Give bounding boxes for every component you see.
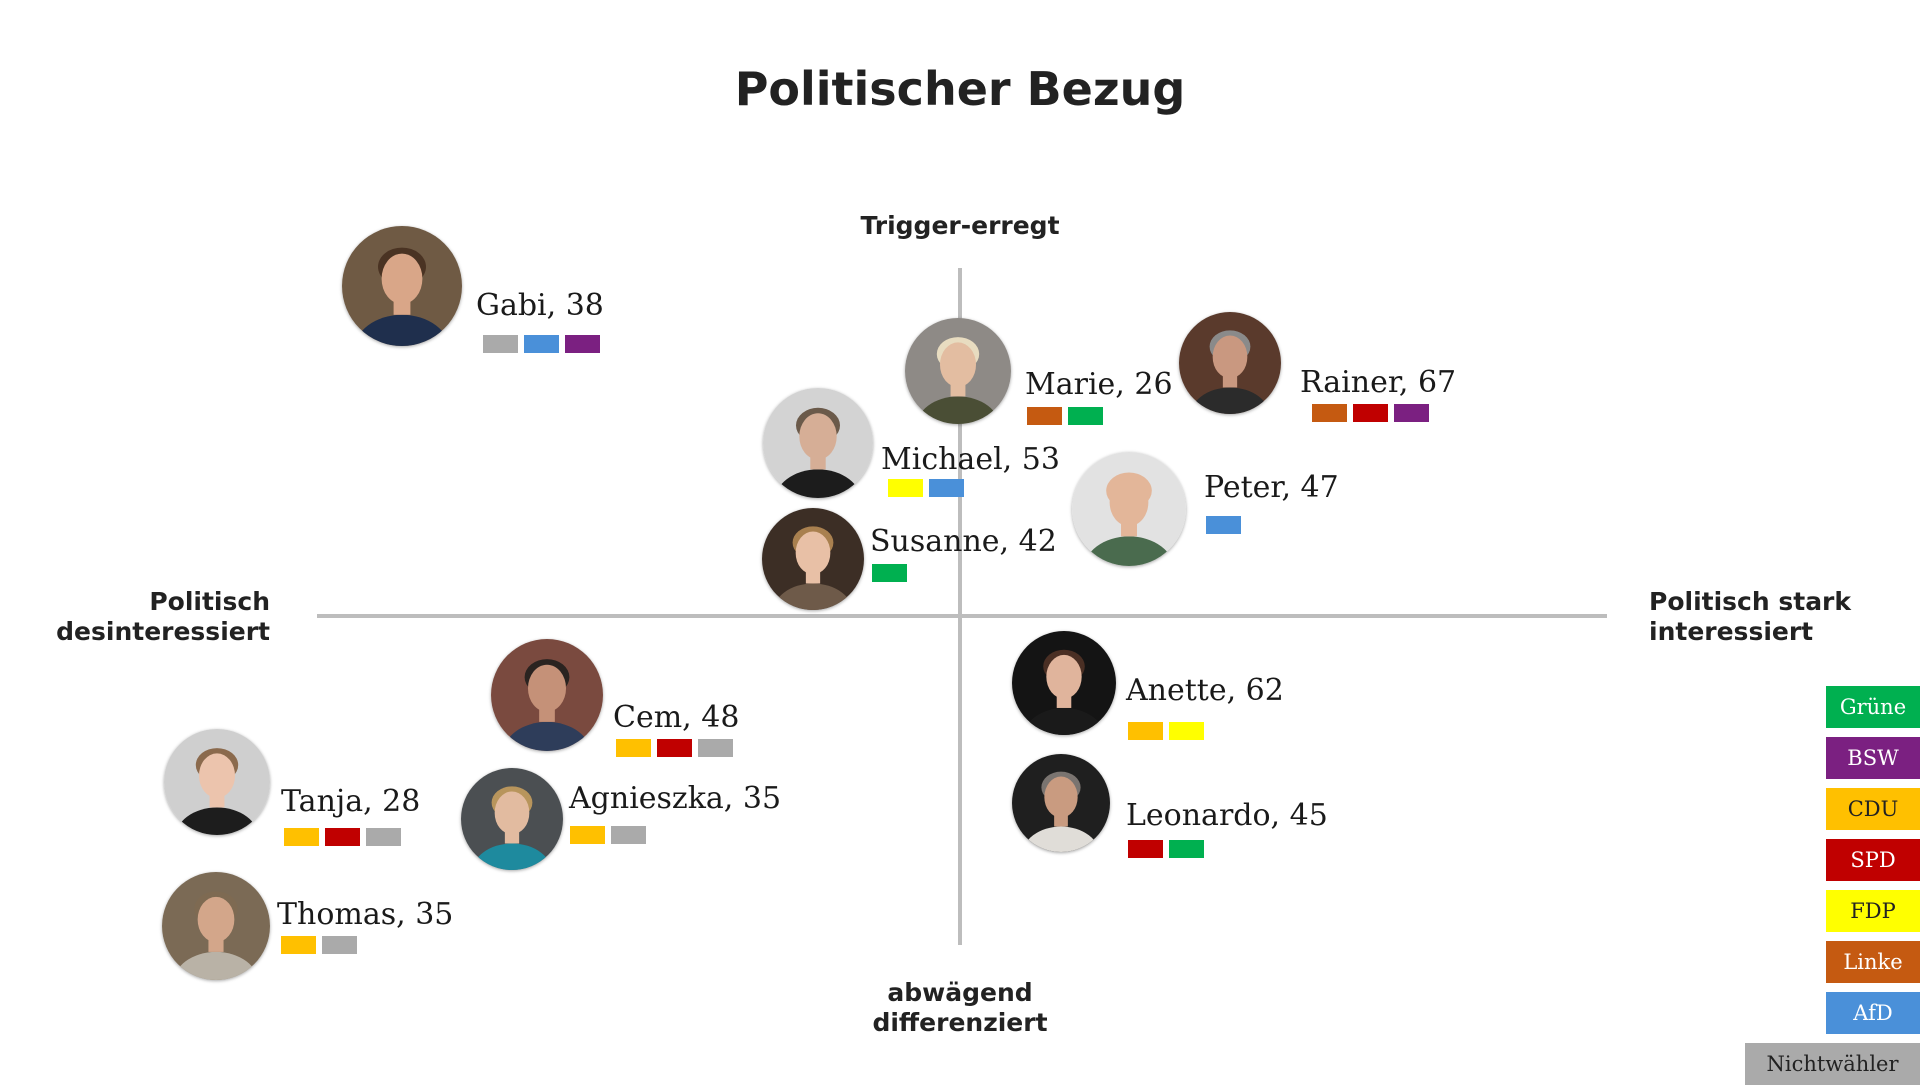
party-swatch-gruene xyxy=(1068,407,1103,425)
party-swatch-gruene xyxy=(1169,840,1204,858)
party-swatch-cdu xyxy=(616,739,651,757)
party-swatch-cdu xyxy=(570,826,605,844)
party-swatch-fdp xyxy=(888,479,923,497)
persona-label: Susanne, 42 xyxy=(870,524,1057,559)
party-swatches xyxy=(570,826,646,844)
vertical-axis-line xyxy=(958,268,962,945)
avatar xyxy=(1179,312,1281,414)
persona-label: Peter, 47 xyxy=(1204,470,1339,505)
persona-label: Anette, 62 xyxy=(1126,673,1284,708)
party-swatch-spd xyxy=(1128,840,1163,858)
party-swatch-gruene xyxy=(872,564,907,582)
party-swatch-afd xyxy=(1206,516,1241,534)
legend-item-bsw: BSW xyxy=(1826,737,1920,779)
party-swatch-cdu xyxy=(284,828,319,846)
party-swatches xyxy=(483,335,600,353)
party-swatch-bsw xyxy=(565,335,600,353)
party-swatch-nichtwaehler xyxy=(322,936,357,954)
party-swatches xyxy=(1206,516,1241,534)
avatar xyxy=(905,318,1011,424)
persona-label: Marie, 26 xyxy=(1025,367,1173,402)
party-swatch-nichtwaehler xyxy=(366,828,401,846)
party-swatches xyxy=(1128,840,1204,858)
party-swatch-fdp xyxy=(1169,722,1204,740)
axis-label-left-line2: desinteressiert xyxy=(56,617,270,646)
persona-label: Michael, 53 xyxy=(881,442,1060,477)
party-swatch-linke xyxy=(1312,404,1347,422)
party-swatch-cdu xyxy=(1128,722,1163,740)
avatar xyxy=(1012,631,1116,735)
party-legend: Grüne BSW CDU SPD FDP Linke AfD Nichtwähler xyxy=(1745,686,1920,1085)
axis-label-right-line2: interessiert xyxy=(1649,617,1814,646)
party-swatch-spd xyxy=(325,828,360,846)
party-swatch-nichtwaehler xyxy=(611,826,646,844)
avatar xyxy=(1072,452,1186,566)
page-title: Politischer Bezug xyxy=(734,62,1186,116)
persona-label: Rainer, 67 xyxy=(1300,365,1457,400)
axis-label-bottom-line1: abwägend xyxy=(887,978,1033,1007)
axis-label-top: Trigger-erregt xyxy=(860,211,1060,240)
party-swatch-spd xyxy=(1353,404,1388,422)
horizontal-axis-line xyxy=(317,614,1607,618)
legend-item-spd: SPD xyxy=(1826,839,1920,881)
persona-label: Leonardo, 45 xyxy=(1126,798,1328,833)
avatar xyxy=(1012,754,1110,852)
party-swatches xyxy=(1128,722,1204,740)
party-swatch-nichtwaehler xyxy=(698,739,733,757)
avatar xyxy=(762,508,864,610)
persona-label: Agnieszka, 35 xyxy=(569,781,782,816)
legend-item-cdu: CDU xyxy=(1826,788,1920,830)
axis-label-left: Politisch desinteressiert xyxy=(20,587,270,647)
party-swatches xyxy=(281,936,357,954)
party-swatches xyxy=(284,828,401,846)
party-swatch-afd xyxy=(524,335,559,353)
party-swatches xyxy=(616,739,733,757)
axis-label-right-line1: Politisch stark xyxy=(1649,587,1852,616)
party-swatch-bsw xyxy=(1394,404,1429,422)
party-swatch-cdu xyxy=(281,936,316,954)
avatar xyxy=(461,768,563,870)
party-swatch-afd xyxy=(929,479,964,497)
party-swatches xyxy=(872,564,907,582)
party-swatch-spd xyxy=(657,739,692,757)
party-swatches xyxy=(1027,407,1103,425)
avatar xyxy=(763,388,873,498)
party-swatch-nichtwaehler xyxy=(483,335,518,353)
persona-label: Cem, 48 xyxy=(613,700,740,735)
axis-label-right: Politisch stark interessiert xyxy=(1649,587,1909,647)
avatar xyxy=(164,729,270,835)
axis-label-bottom: abwägend differenziert xyxy=(760,978,1160,1038)
avatar xyxy=(342,226,462,346)
avatar xyxy=(162,872,270,980)
legend-item-nichtwaehler: Nichtwähler xyxy=(1745,1043,1920,1085)
legend-item-fdp: FDP xyxy=(1826,890,1920,932)
legend-item-linke: Linke xyxy=(1826,941,1920,983)
legend-item-afd: AfD xyxy=(1826,992,1920,1034)
persona-label: Gabi, 38 xyxy=(476,288,604,323)
axis-label-left-line1: Politisch xyxy=(149,587,270,616)
axis-label-bottom-line2: differenziert xyxy=(872,1008,1048,1037)
persona-label: Tanja, 28 xyxy=(281,784,421,819)
party-swatch-linke xyxy=(1027,407,1062,425)
party-swatches xyxy=(1312,404,1429,422)
party-swatches xyxy=(888,479,964,497)
avatar xyxy=(491,639,603,751)
persona-label: Thomas, 35 xyxy=(277,897,454,932)
legend-item-gruene: Grüne xyxy=(1826,686,1920,728)
